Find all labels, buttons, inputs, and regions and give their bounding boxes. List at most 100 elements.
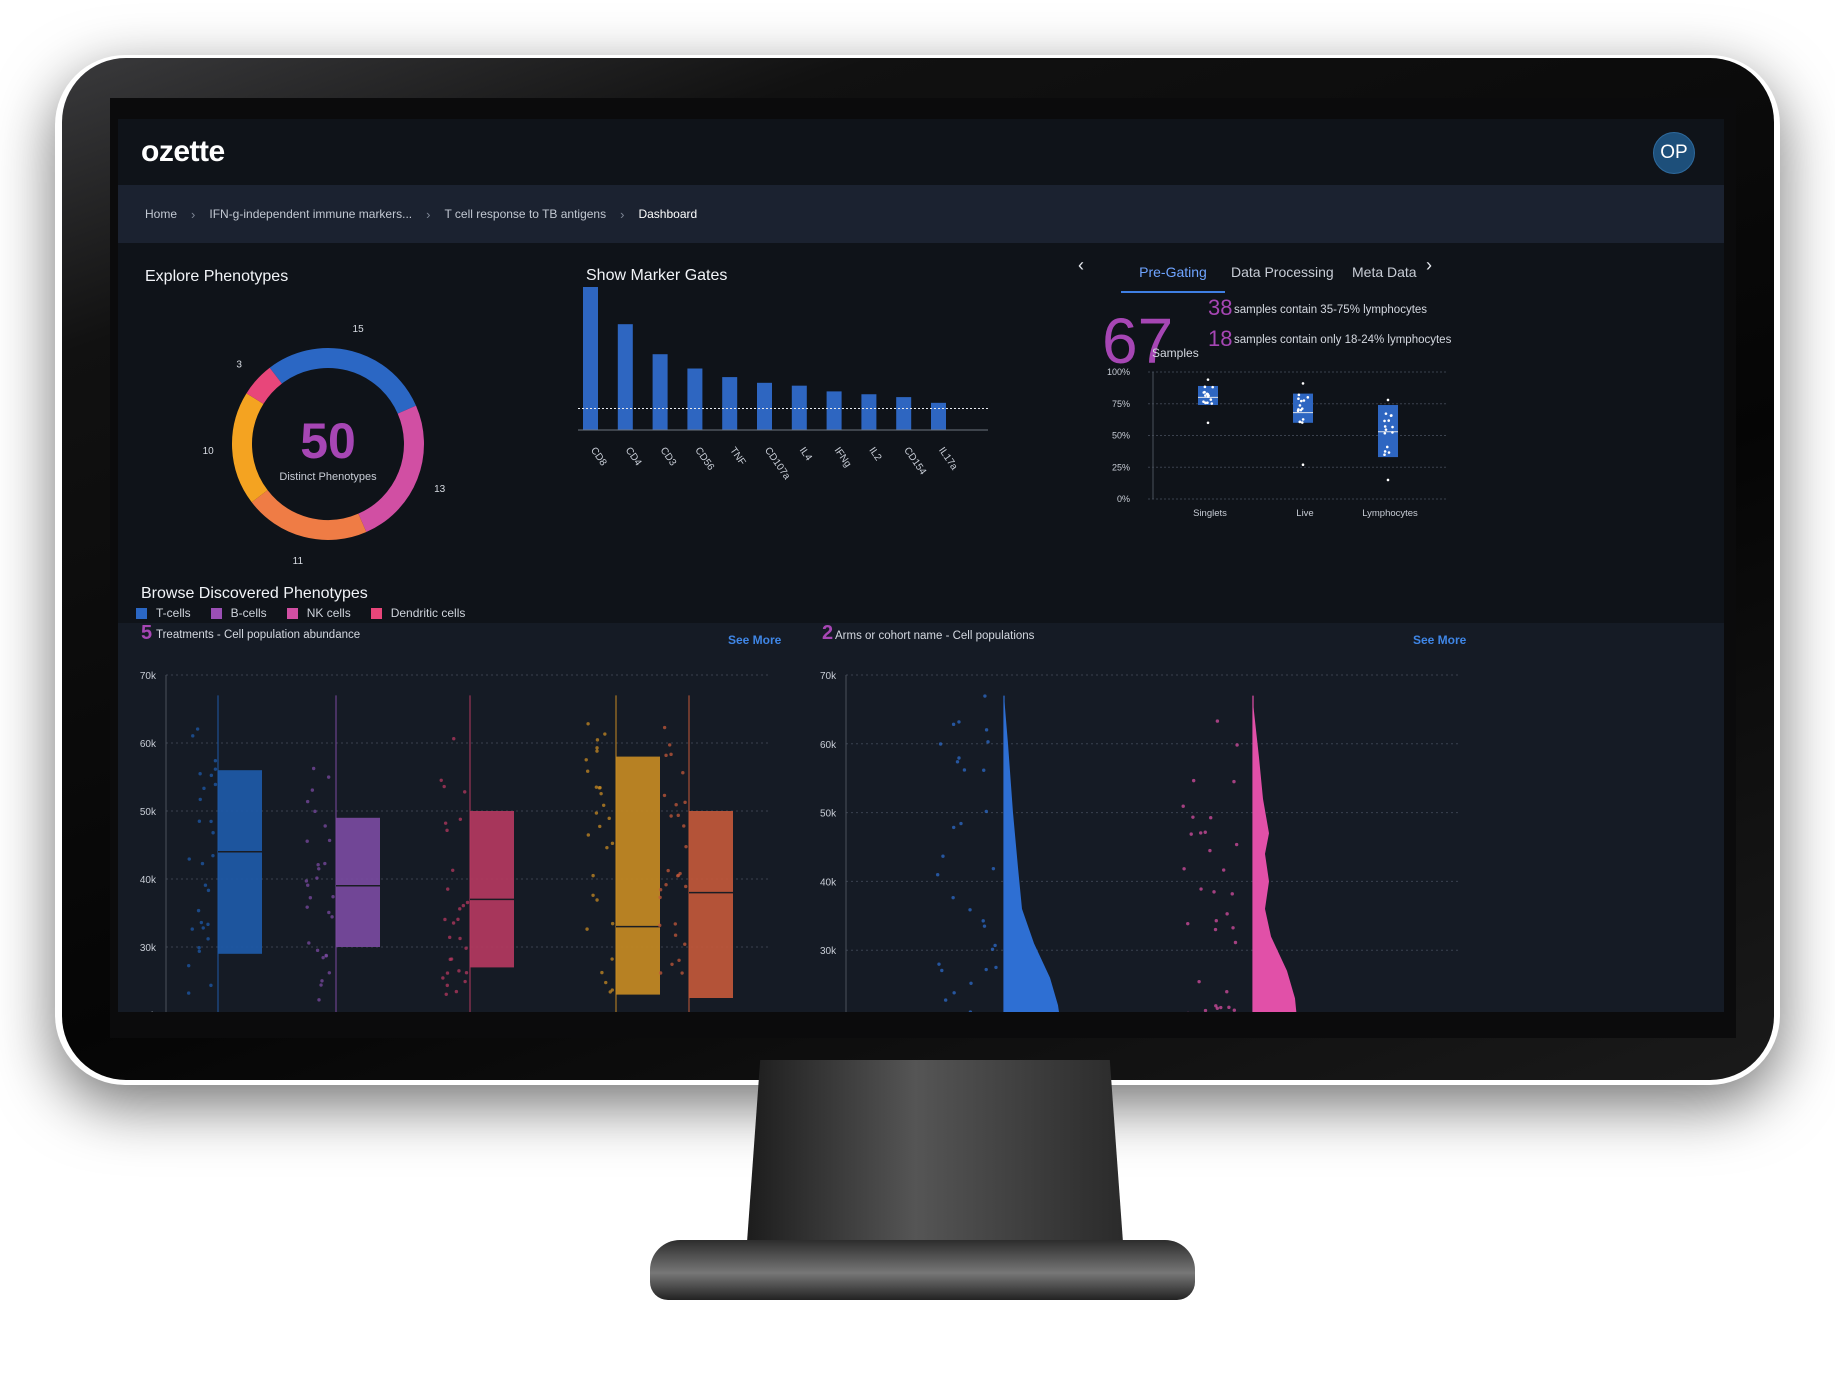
box-point (670, 962, 674, 966)
ozette-logo[interactable]: ozette (141, 135, 225, 168)
box-point (327, 971, 332, 975)
pregate-point (1306, 396, 1310, 399)
violin-point (981, 919, 985, 923)
breadcrumb-study[interactable]: IFN-g-independent immune markers... (209, 207, 413, 221)
box-point (209, 983, 213, 988)
box-point (197, 819, 202, 823)
marker-tick-label: CD8 (588, 445, 609, 468)
box-point (465, 900, 470, 905)
breadcrumb-home[interactable]: Home (145, 207, 178, 221)
box-point (595, 749, 599, 753)
box-point (451, 921, 456, 925)
box-point (684, 844, 688, 849)
y-tick-label: 75% (1112, 399, 1130, 409)
violin-point (1209, 815, 1213, 820)
pregate-point (1206, 401, 1209, 405)
tab-pre-gating[interactable]: Pre-Gating (1121, 253, 1225, 293)
box-point (608, 990, 612, 994)
box-point (200, 861, 205, 866)
tab-meta-data[interactable]: Meta Data (1352, 264, 1417, 280)
y-tick-label: 30k (820, 946, 837, 957)
y-tick-label: 60k (140, 739, 157, 750)
monitor-stand-neck (745, 1060, 1125, 1270)
pregate-point (1299, 399, 1303, 403)
explore-title: Explore Phenotypes (145, 268, 289, 285)
marker-tick-label: IFNg (832, 445, 853, 469)
violin-point (940, 968, 944, 973)
box-point (595, 746, 599, 750)
arms-see-more-link[interactable]: See More (1413, 633, 1467, 647)
violin-point (1231, 926, 1235, 930)
box-point (304, 879, 309, 883)
phenotype-legend: T-cells B-cells NK cells Dendritic cells (136, 606, 485, 620)
pregate-point (1206, 421, 1210, 425)
arms-violin-chart[interactable]: 70k60k50k40k30k20k (808, 659, 1478, 1012)
violin-point (991, 866, 996, 871)
y-tick-label: 40k (820, 877, 837, 888)
treatments-box-chart[interactable]: 70k 60k 50k 40k 30k 20k (128, 659, 788, 1012)
box-point (677, 958, 681, 962)
box-point (199, 920, 204, 925)
violin-point (1212, 890, 1216, 894)
phenotype-donut-chart[interactable]: 15 13 11 10 3 50 Distinct Phenotypes (158, 279, 498, 609)
violin-shape (1253, 702, 1297, 1012)
violin-point (983, 694, 987, 698)
violin-point (968, 908, 972, 912)
violin-point (990, 947, 995, 951)
violin-point (1213, 927, 1218, 932)
tabs-next-icon[interactable]: › (1426, 255, 1432, 275)
pregate-category-label: Lymphocytes (1362, 508, 1418, 519)
box-point (315, 876, 319, 880)
marker-tick-label: TNF (727, 445, 747, 467)
box-point (458, 817, 463, 821)
donut-slice-label: 10 (203, 446, 215, 457)
treatments-see-more-link[interactable]: See More (728, 633, 782, 647)
violin-point (1221, 868, 1226, 872)
box-point (664, 753, 668, 758)
box-point (201, 926, 205, 930)
breadcrumb: Home › IFN-g-independent immune markers.… (118, 185, 1724, 243)
violin-point (1182, 867, 1186, 871)
violin-point (959, 821, 963, 826)
box-point (610, 841, 615, 846)
violin-point (1235, 743, 1239, 747)
box-point (680, 971, 684, 975)
box-point (445, 828, 449, 833)
box-point (673, 933, 678, 937)
violin-point (1191, 815, 1195, 819)
pregating-box-chart[interactable]: 100% 75% 50% 25% 0% Singlets Live Lymphocytes (1098, 364, 1458, 524)
user-avatar[interactable]: OP (1653, 132, 1695, 174)
violin-point (962, 768, 967, 772)
breadcrumb-experiment[interactable]: T cell response to TB antigens (444, 207, 607, 221)
legend-item[interactable]: Dendritic cells (370, 606, 465, 620)
pregate-point (1203, 390, 1206, 394)
box-point (202, 786, 206, 791)
violin-point (938, 742, 943, 746)
box-point (444, 992, 448, 996)
box-point (198, 797, 202, 802)
pregate-point (1391, 431, 1394, 434)
box-point (317, 998, 321, 1002)
box-point (326, 775, 331, 779)
pregate-point (1297, 397, 1300, 401)
stat1-text: samples contain 35-75% lymphocytes (1234, 304, 1428, 316)
tab-data-processing[interactable]: Data Processing (1231, 264, 1334, 280)
tabs-prev-icon[interactable]: ‹ (1078, 255, 1084, 275)
violin-point (937, 962, 941, 966)
donut-slice (251, 489, 367, 540)
box-point (674, 803, 678, 807)
box-point (206, 888, 211, 893)
box-point (458, 936, 462, 941)
legend-item[interactable]: NK cells (286, 606, 351, 620)
legend-item[interactable]: T-cells (136, 606, 191, 620)
legend-item[interactable]: B-cells (210, 606, 267, 620)
marker-gates-chart[interactable]: CD8 CD4 CD3 CD56 TNF CD107a IL4 IFNg IL2 CD154 IL1… (573, 284, 1013, 514)
violin-point (969, 981, 973, 985)
donut-slice-label: 3 (236, 359, 242, 370)
pregate-point (1383, 450, 1387, 453)
box-point (213, 767, 218, 771)
box-point (310, 788, 315, 792)
stat2-text: samples contain only 18-24% lymphocytes (1234, 334, 1452, 346)
box-point (454, 989, 459, 994)
box-point (658, 971, 663, 975)
